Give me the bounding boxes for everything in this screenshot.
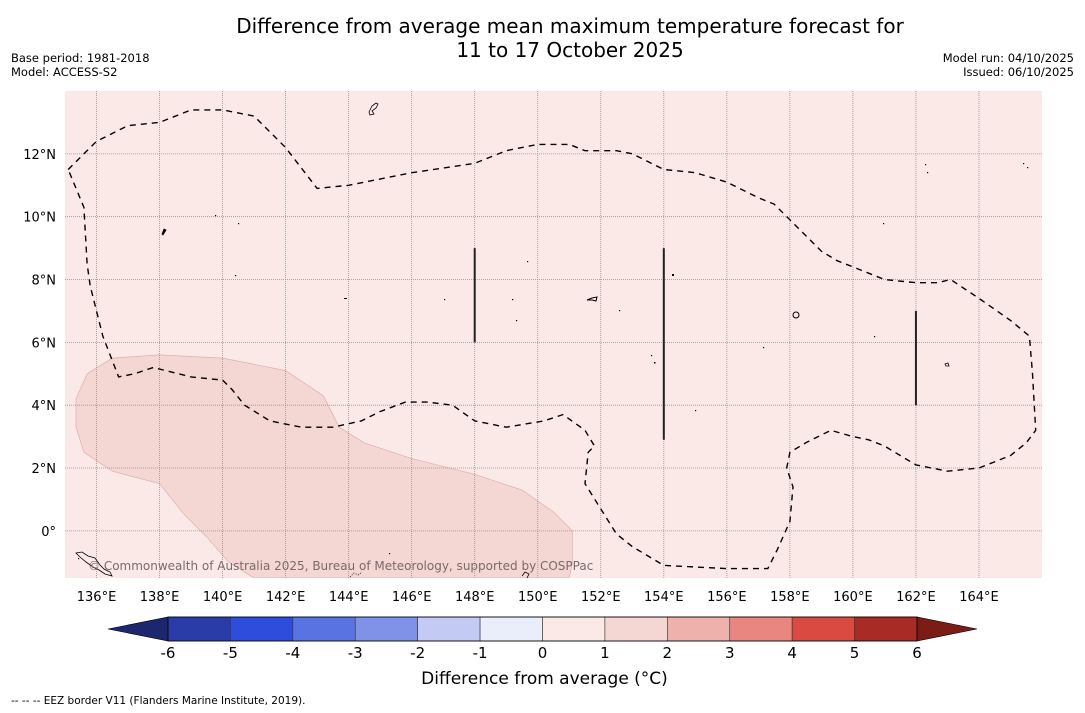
colorbar-segment xyxy=(479,616,543,642)
lat-tick-label: 0° xyxy=(41,525,56,540)
lon-tick-label: 162°E xyxy=(896,590,936,605)
colorbar-tick-label: 6 xyxy=(912,644,922,662)
lat-tick-label: 2°N xyxy=(32,462,57,477)
lat-tick-label: 12°N xyxy=(23,148,56,163)
lon-tick-label: 164°E xyxy=(959,590,999,605)
colorbar-tick-label: -6 xyxy=(161,644,176,662)
colorbar-segment xyxy=(667,616,731,642)
colorbar-tick-label: -2 xyxy=(410,644,425,662)
island-yap xyxy=(161,228,167,236)
longitude-tick-labels: 136°E 138°E 140°E 142°E 144°E 146°E 148°E 150°E… xyxy=(77,590,999,605)
colorbar-label: Difference from average (°C) xyxy=(421,669,668,689)
issued-date: Issued: 06/10/2025 xyxy=(963,65,1074,79)
lon-tick-label: 140°E xyxy=(203,590,243,605)
copyright-text: © Commonwealth of Australia 2025, Bureau… xyxy=(88,559,593,573)
colorbar-segment xyxy=(230,616,294,642)
base-period: Base period: 1981-2018 xyxy=(11,51,150,65)
lon-tick-label: 156°E xyxy=(707,590,747,605)
colorbar-segment xyxy=(604,616,668,642)
colorbar-segment xyxy=(791,616,855,642)
lon-tick-label: 144°E xyxy=(329,590,369,605)
lat-tick-label: 10°N xyxy=(23,211,56,226)
island-manus-area xyxy=(521,571,530,578)
colorbar-extend-max xyxy=(916,616,978,642)
graticule xyxy=(65,91,1042,578)
island-new-guinea-north xyxy=(75,551,113,577)
colorbar-tick-label: -4 xyxy=(285,644,300,662)
lon-tick-label: 146°E xyxy=(392,590,432,605)
map-title: Difference from average mean maximum tem… xyxy=(0,14,1085,62)
model-name: Model: ACCESS-S2 xyxy=(11,65,118,79)
island-guam xyxy=(368,102,379,116)
colorbar-tick-label: -3 xyxy=(348,644,363,662)
colorbar: -6 -5 -4 -3 -2 -1 0 1 2 3 4 5 6 xyxy=(107,616,978,662)
colorbar-segment xyxy=(854,616,918,642)
eez-border-line xyxy=(67,109,1037,570)
lat-tick-label: 8°N xyxy=(32,274,57,289)
colorbar-tick-label: 3 xyxy=(725,644,735,662)
colorbar-segment xyxy=(292,616,356,642)
title-line-2: 11 to 17 October 2025 xyxy=(456,38,684,62)
eez-footnote: -- -- -- EEZ border V11 (Flanders Marine… xyxy=(11,695,306,707)
meta-right: Model run: 04/10/2025 Issued: 06/10/2025 xyxy=(943,51,1074,79)
island-kosrae xyxy=(944,362,950,367)
meta-left: Base period: 1981-2018 Model: ACCESS-S2 xyxy=(11,51,150,79)
dark-line-features xyxy=(473,248,917,440)
colorbar-tick-label: -1 xyxy=(473,644,488,662)
colorbar-segment xyxy=(729,616,793,642)
lon-tick-label: 148°E xyxy=(455,590,495,605)
colorbar-tick-label: 4 xyxy=(787,644,797,662)
lat-tick-label: 4°N xyxy=(32,399,57,414)
colorbar-tick-label: 2 xyxy=(663,644,673,662)
colorbar-extend-min xyxy=(107,616,169,642)
lon-tick-label: 158°E xyxy=(770,590,810,605)
colorbar-segment xyxy=(417,616,481,642)
lon-tick-label: 138°E xyxy=(140,590,180,605)
island-pohnpei xyxy=(792,311,800,319)
colorbar-segment xyxy=(167,616,231,642)
colorbar-tick-label: 5 xyxy=(850,644,860,662)
latitude-tick-labels: 0° 2°N 4°N 6°N 8°N 10°N 12°N xyxy=(23,148,56,540)
title-line-1: Difference from average mean maximum tem… xyxy=(236,14,904,38)
lon-tick-label: 160°E xyxy=(833,590,873,605)
lon-tick-label: 142°E xyxy=(266,590,306,605)
island-chuuk xyxy=(586,296,598,302)
colorbar-segment xyxy=(354,616,418,642)
colorbar-frame xyxy=(167,616,918,642)
island-new-ireland-area xyxy=(349,571,363,578)
colorbar-tick-label: 1 xyxy=(600,644,610,662)
colorbar-tick-label: -5 xyxy=(223,644,238,662)
lon-tick-label: 152°E xyxy=(581,590,621,605)
colorbar-tick-label: 0 xyxy=(538,644,548,662)
lat-tick-label: 6°N xyxy=(32,336,57,351)
model-run: Model run: 04/10/2025 xyxy=(942,51,1074,65)
colorbar-segment xyxy=(542,616,606,642)
small-atolls xyxy=(78,163,1029,560)
lon-tick-label: 136°E xyxy=(77,590,117,605)
lon-tick-label: 150°E xyxy=(518,590,558,605)
island-outlines xyxy=(75,102,1029,578)
lon-tick-label: 154°E xyxy=(644,590,684,605)
